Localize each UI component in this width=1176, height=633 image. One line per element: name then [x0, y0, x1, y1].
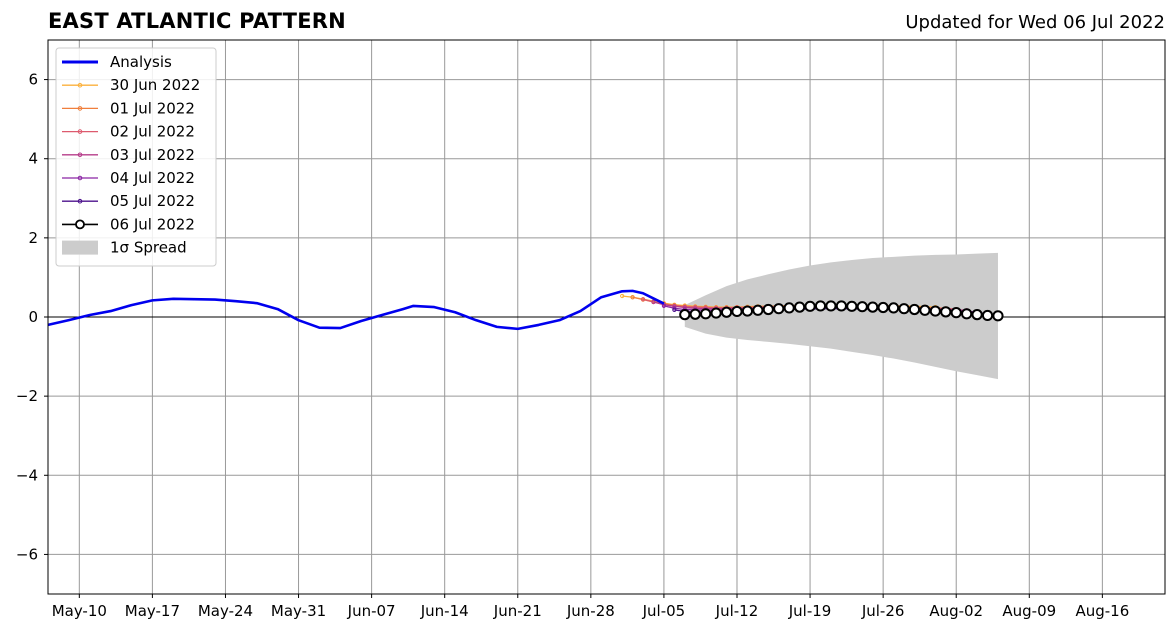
- legend-label: 30 Jun 2022: [110, 76, 200, 94]
- x-axis-ticks: May-10 May-17 May-24 May-31 Jun-07 Jun-14 Jun-…: [52, 594, 1129, 620]
- forecast-point: [710, 307, 722, 319]
- forecast-markers: [679, 300, 1004, 322]
- forecast-point: [620, 293, 625, 299]
- forecast-point: [741, 305, 754, 317]
- forecast-point: [981, 309, 994, 322]
- x-tick-label: May-31: [271, 602, 326, 620]
- forecast-point: [752, 304, 764, 316]
- legend-marker: [77, 82, 83, 88]
- x-tick-label: May-17: [125, 602, 180, 620]
- forecast-point: [661, 303, 667, 309]
- forecast-point: [651, 299, 656, 305]
- forecast-point: [961, 308, 973, 320]
- forecast-point: [762, 303, 774, 316]
- x-tick-label: Jun-14: [420, 602, 469, 620]
- forecast-point: [679, 309, 691, 321]
- legend-label: 1σ Spread: [110, 239, 187, 257]
- page-title: EAST ATLANTIC PATTERN: [48, 9, 346, 33]
- x-tick-label: May-10: [52, 602, 107, 620]
- legend-label: 06 Jul 2022: [110, 215, 195, 233]
- forecast-point: [908, 303, 921, 316]
- forecast-point: [971, 309, 983, 321]
- y-tick-label: −4: [16, 466, 38, 484]
- forecast-point: [814, 300, 827, 312]
- legend-label: 01 Jul 2022: [110, 99, 195, 117]
- forecast-point: [940, 306, 952, 318]
- forecast-point: [992, 310, 1004, 322]
- forecast-point: [856, 301, 868, 313]
- y-tick-label: 6: [28, 71, 38, 89]
- spread-band-area: [684, 252, 998, 380]
- forecast-point: [877, 301, 889, 314]
- forecast-point: [720, 306, 733, 318]
- y-tick-label: −6: [16, 545, 38, 563]
- forecast-point: [835, 300, 847, 312]
- forecast-point: [794, 301, 806, 313]
- x-tick-label: Aug-02: [929, 602, 983, 620]
- y-tick-label: 0: [28, 308, 38, 326]
- x-tick-label: Jun-07: [347, 602, 396, 620]
- forecast-point: [919, 304, 931, 316]
- forecast-point: [640, 297, 646, 302]
- y-axis-ticks: −6 −4 −2 0 2 4 6: [16, 71, 48, 563]
- legend-label: Analysis: [110, 53, 172, 71]
- legend-marker: [77, 152, 83, 158]
- y-tick-label: −2: [16, 387, 38, 405]
- forecast-point: [731, 305, 743, 318]
- spread-band: [684, 252, 998, 380]
- forecast-point: [898, 303, 910, 315]
- updated-date: Updated for Wed 06 Jul 2022: [905, 12, 1165, 33]
- forecast-point: [825, 300, 837, 312]
- x-tick-label: Jun-28: [566, 602, 615, 620]
- legend-marker: [75, 219, 85, 230]
- y-tick-label: 4: [28, 150, 38, 168]
- x-tick-label: Jul-19: [788, 602, 832, 620]
- analysis-series: [47, 289, 665, 331]
- forecast-point: [867, 301, 879, 313]
- x-tick-label: Aug-09: [1002, 602, 1056, 620]
- analysis-line: [47, 289, 665, 331]
- legend-marker: [77, 175, 83, 181]
- legend-label: 02 Jul 2022: [110, 123, 195, 141]
- legend-label: 03 Jul 2022: [110, 146, 195, 164]
- x-tick-label: Jul-26: [861, 602, 905, 620]
- x-tick-label: Aug-16: [1075, 602, 1129, 620]
- legend-marker: [77, 106, 83, 111]
- x-tick-label: Jul-05: [642, 602, 686, 620]
- forecast-point: [804, 300, 816, 312]
- forecast-point: [700, 308, 712, 320]
- forecast-point: [672, 307, 677, 312]
- forecast-point: [689, 308, 701, 320]
- legend-marker: [77, 198, 83, 204]
- legend-label: 05 Jul 2022: [110, 192, 195, 210]
- forecast-point: [929, 305, 941, 317]
- forecast-point: [846, 300, 858, 312]
- legend-label: 04 Jul 2022: [110, 169, 195, 187]
- legend-swatch: [62, 240, 98, 255]
- forecast-point: [773, 303, 785, 315]
- forecast-point: [783, 302, 795, 314]
- forecast-point: [630, 295, 635, 300]
- x-tick-label: Jun-21: [493, 602, 542, 620]
- forecast-point: [887, 302, 900, 314]
- legend-marker: [77, 129, 83, 134]
- x-tick-label: Jul-12: [715, 602, 759, 620]
- y-tick-label: 2: [28, 229, 38, 247]
- x-tick-label: May-24: [198, 602, 253, 620]
- legend: Analysis 30 Jun 2022 01 Jul 2022 02 Jul 202…: [55, 47, 217, 267]
- forecast-point: [950, 307, 962, 319]
- legend-box: [55, 47, 217, 267]
